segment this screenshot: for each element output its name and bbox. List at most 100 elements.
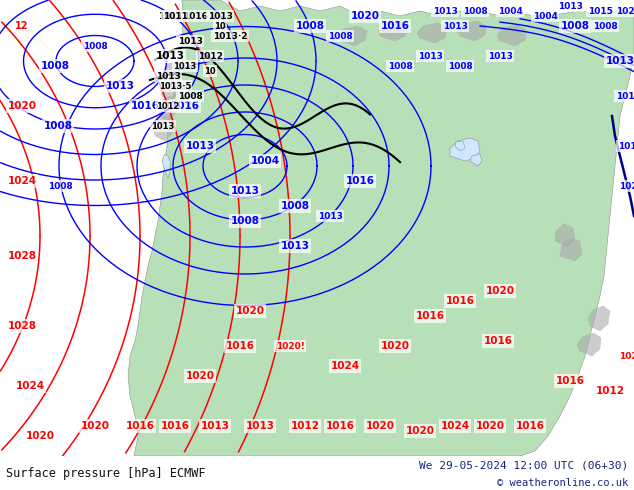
Text: 1020: 1020 bbox=[486, 286, 515, 296]
Text: 1008: 1008 bbox=[593, 22, 618, 30]
Text: 1016: 1016 bbox=[160, 421, 190, 431]
Polygon shape bbox=[417, 23, 447, 43]
Text: 1013·2: 1013·2 bbox=[213, 31, 247, 41]
Text: 102: 102 bbox=[619, 351, 634, 361]
Text: 1016: 1016 bbox=[415, 311, 444, 321]
Text: 1013: 1013 bbox=[105, 81, 134, 91]
Text: 1016: 1016 bbox=[126, 421, 155, 431]
Text: 1008: 1008 bbox=[48, 181, 72, 191]
Polygon shape bbox=[457, 21, 486, 41]
Text: 1016: 1016 bbox=[346, 176, 375, 186]
Polygon shape bbox=[153, 114, 175, 141]
Text: 1013: 1013 bbox=[616, 92, 634, 100]
Text: 1008: 1008 bbox=[44, 121, 72, 131]
Text: 1013: 1013 bbox=[173, 62, 197, 71]
Text: 1012: 1012 bbox=[595, 386, 624, 396]
Polygon shape bbox=[378, 21, 408, 41]
Text: 1013: 1013 bbox=[318, 212, 342, 220]
Text: 1015: 1015 bbox=[588, 6, 612, 16]
Text: 1016: 1016 bbox=[446, 296, 474, 306]
Polygon shape bbox=[162, 154, 170, 178]
Text: 1013: 1013 bbox=[186, 141, 214, 151]
Text: 1024: 1024 bbox=[15, 381, 44, 391]
Polygon shape bbox=[450, 138, 480, 161]
Text: 1013: 1013 bbox=[488, 51, 512, 60]
Text: 1016: 1016 bbox=[555, 376, 585, 386]
Text: Surface pressure [hPa] ECMWF: Surface pressure [hPa] ECMWF bbox=[6, 466, 205, 480]
Text: 1012: 1012 bbox=[157, 101, 179, 111]
Polygon shape bbox=[158, 96, 178, 121]
Text: 1008: 1008 bbox=[295, 21, 325, 31]
Text: 1016: 1016 bbox=[325, 421, 354, 431]
Text: 1008: 1008 bbox=[41, 61, 70, 71]
Polygon shape bbox=[577, 333, 601, 356]
Text: 1028: 1028 bbox=[8, 251, 37, 261]
Text: 1016: 1016 bbox=[131, 101, 160, 111]
Text: 1013: 1013 bbox=[432, 6, 458, 16]
Text: 1016: 1016 bbox=[171, 101, 200, 111]
Text: 1013: 1013 bbox=[155, 72, 181, 80]
Text: 1016: 1016 bbox=[226, 341, 254, 351]
Text: 1008: 1008 bbox=[231, 216, 259, 226]
Text: 1008: 1008 bbox=[280, 201, 309, 211]
Text: 1028: 1028 bbox=[8, 321, 37, 331]
Text: 1013: 1013 bbox=[158, 11, 183, 21]
Text: 1008: 1008 bbox=[328, 31, 353, 41]
Text: 1013: 1013 bbox=[155, 51, 184, 61]
Text: 1013: 1013 bbox=[231, 186, 259, 196]
Text: 1016: 1016 bbox=[380, 21, 410, 31]
Text: 102: 102 bbox=[619, 181, 634, 191]
Text: 1004: 1004 bbox=[498, 6, 522, 16]
Text: 1013: 1013 bbox=[280, 241, 309, 251]
Text: 1012: 1012 bbox=[290, 421, 320, 431]
Polygon shape bbox=[588, 306, 610, 331]
Polygon shape bbox=[128, 0, 634, 456]
Text: 1012: 1012 bbox=[618, 142, 634, 150]
Text: 1004: 1004 bbox=[533, 11, 557, 21]
Polygon shape bbox=[455, 141, 465, 151]
Text: 1008: 1008 bbox=[448, 62, 472, 71]
Text: 1020: 1020 bbox=[476, 421, 505, 431]
Text: 1020: 1020 bbox=[406, 426, 434, 436]
Text: 1004: 1004 bbox=[250, 156, 280, 166]
Text: 1013: 1013 bbox=[418, 51, 443, 60]
Text: 1013: 1013 bbox=[207, 11, 233, 21]
Text: 1013: 1013 bbox=[557, 1, 583, 10]
Text: 10: 10 bbox=[204, 67, 216, 75]
Text: 1013: 1013 bbox=[178, 36, 202, 46]
Polygon shape bbox=[470, 154, 482, 166]
Text: 1020!: 1020! bbox=[276, 342, 304, 350]
Text: 1024: 1024 bbox=[8, 176, 37, 186]
Text: We 29-05-2024 12:00 UTC (06+30): We 29-05-2024 12:00 UTC (06+30) bbox=[418, 461, 628, 470]
Text: 1013·5: 1013·5 bbox=[158, 81, 191, 91]
Text: 1020: 1020 bbox=[235, 306, 264, 316]
Text: 1013: 1013 bbox=[605, 56, 634, 66]
Text: 1016: 1016 bbox=[515, 421, 545, 431]
Text: 1016: 1016 bbox=[183, 11, 207, 21]
Polygon shape bbox=[555, 224, 575, 246]
Text: 1013: 1013 bbox=[200, 421, 230, 431]
Text: 1013: 1013 bbox=[443, 22, 467, 30]
Polygon shape bbox=[497, 25, 526, 46]
Text: 1020: 1020 bbox=[81, 421, 110, 431]
Polygon shape bbox=[163, 61, 183, 86]
Polygon shape bbox=[337, 26, 367, 46]
Text: 1024: 1024 bbox=[330, 361, 359, 371]
Text: 1024: 1024 bbox=[441, 421, 470, 431]
Text: 12: 12 bbox=[15, 21, 29, 31]
Text: 1020: 1020 bbox=[616, 6, 634, 16]
Text: 1008: 1008 bbox=[387, 62, 412, 71]
Text: 1013: 1013 bbox=[152, 122, 174, 130]
Text: 1016: 1016 bbox=[484, 336, 512, 346]
Text: 1012: 1012 bbox=[198, 51, 223, 60]
Text: 1008: 1008 bbox=[560, 21, 590, 31]
Text: 1011: 1011 bbox=[162, 11, 188, 21]
Text: 1020: 1020 bbox=[25, 431, 55, 441]
Polygon shape bbox=[160, 76, 180, 101]
Polygon shape bbox=[560, 238, 582, 261]
Text: 1020: 1020 bbox=[8, 101, 37, 111]
Text: 1008: 1008 bbox=[178, 92, 202, 100]
Text: 1020: 1020 bbox=[380, 341, 410, 351]
Text: © weatheronline.co.uk: © weatheronline.co.uk bbox=[497, 478, 628, 488]
Text: 1020: 1020 bbox=[351, 11, 380, 21]
